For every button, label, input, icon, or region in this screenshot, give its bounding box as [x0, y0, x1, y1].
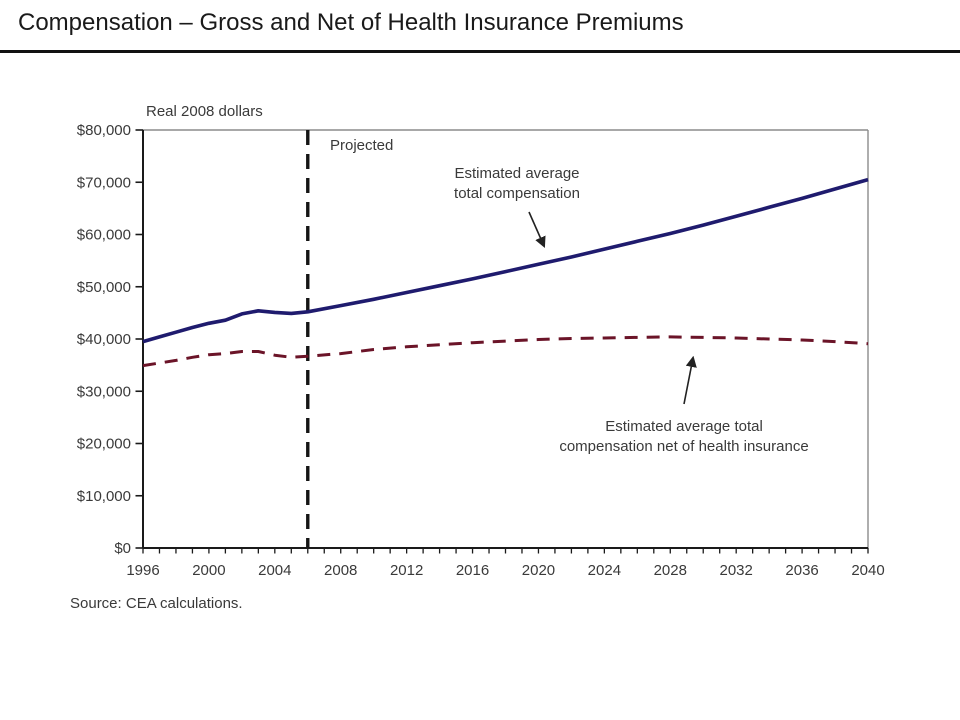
x-tick-label: 2016: [456, 562, 489, 579]
series-line-0: [142, 177, 869, 344]
series-layer: [142, 177, 869, 368]
x-tick-label: 2000: [192, 562, 225, 579]
y-tick-label: $0: [114, 540, 131, 557]
y-axis-unit-label: Real 2008 dollars: [146, 103, 263, 120]
x-tick-label: 2004: [258, 562, 291, 579]
y-tick-label: $30,000: [77, 383, 131, 400]
x-tick-label: 2024: [588, 562, 621, 579]
series-line-1: [142, 335, 869, 368]
y-tick-label: $60,000: [77, 227, 131, 244]
y-tick-label: $80,000: [77, 122, 131, 139]
y-tick-label: $40,000: [77, 331, 131, 348]
axis-layer: $0 $10,000 $20,000 $30,000 $40,000 $50,000 $60…: [77, 122, 885, 579]
x-tick-label: 2012: [390, 562, 423, 579]
source-note: Source: CEA calculations.: [70, 595, 243, 612]
x-tick-label: 2020: [522, 562, 555, 579]
title-divider-rule: [0, 50, 960, 53]
y-tick-label: $10,000: [77, 488, 131, 505]
page-title: Compensation – Gross and Net of Health I…: [18, 9, 684, 36]
y-tick-label: $20,000: [77, 436, 131, 453]
x-tick-label: 1996: [126, 562, 159, 579]
annotation-net-compensation: Estimated average total compensation net…: [559, 418, 809, 455]
x-tick-label: 2008: [324, 562, 357, 579]
x-tick-label: 2036: [785, 562, 818, 579]
annotation-arrow-total-compensation: [528, 211, 546, 249]
annotation-arrow-net-compensation: [683, 355, 697, 405]
y-tick-label: $70,000: [77, 174, 131, 191]
annotation-total-compensation: Estimated average total compensation: [454, 165, 580, 202]
x-tick-label: 2040: [851, 562, 884, 579]
projected-label: Projected: [330, 137, 394, 154]
x-tick-label: 2032: [719, 562, 752, 579]
y-tick-label: $50,000: [77, 279, 131, 296]
x-tick-label: 2028: [654, 562, 687, 579]
